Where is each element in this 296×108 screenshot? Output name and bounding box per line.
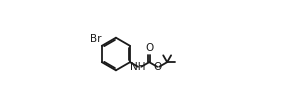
Text: O: O <box>153 62 161 72</box>
Text: Br: Br <box>90 34 101 44</box>
Text: O: O <box>145 43 153 53</box>
Text: NH: NH <box>130 62 146 72</box>
